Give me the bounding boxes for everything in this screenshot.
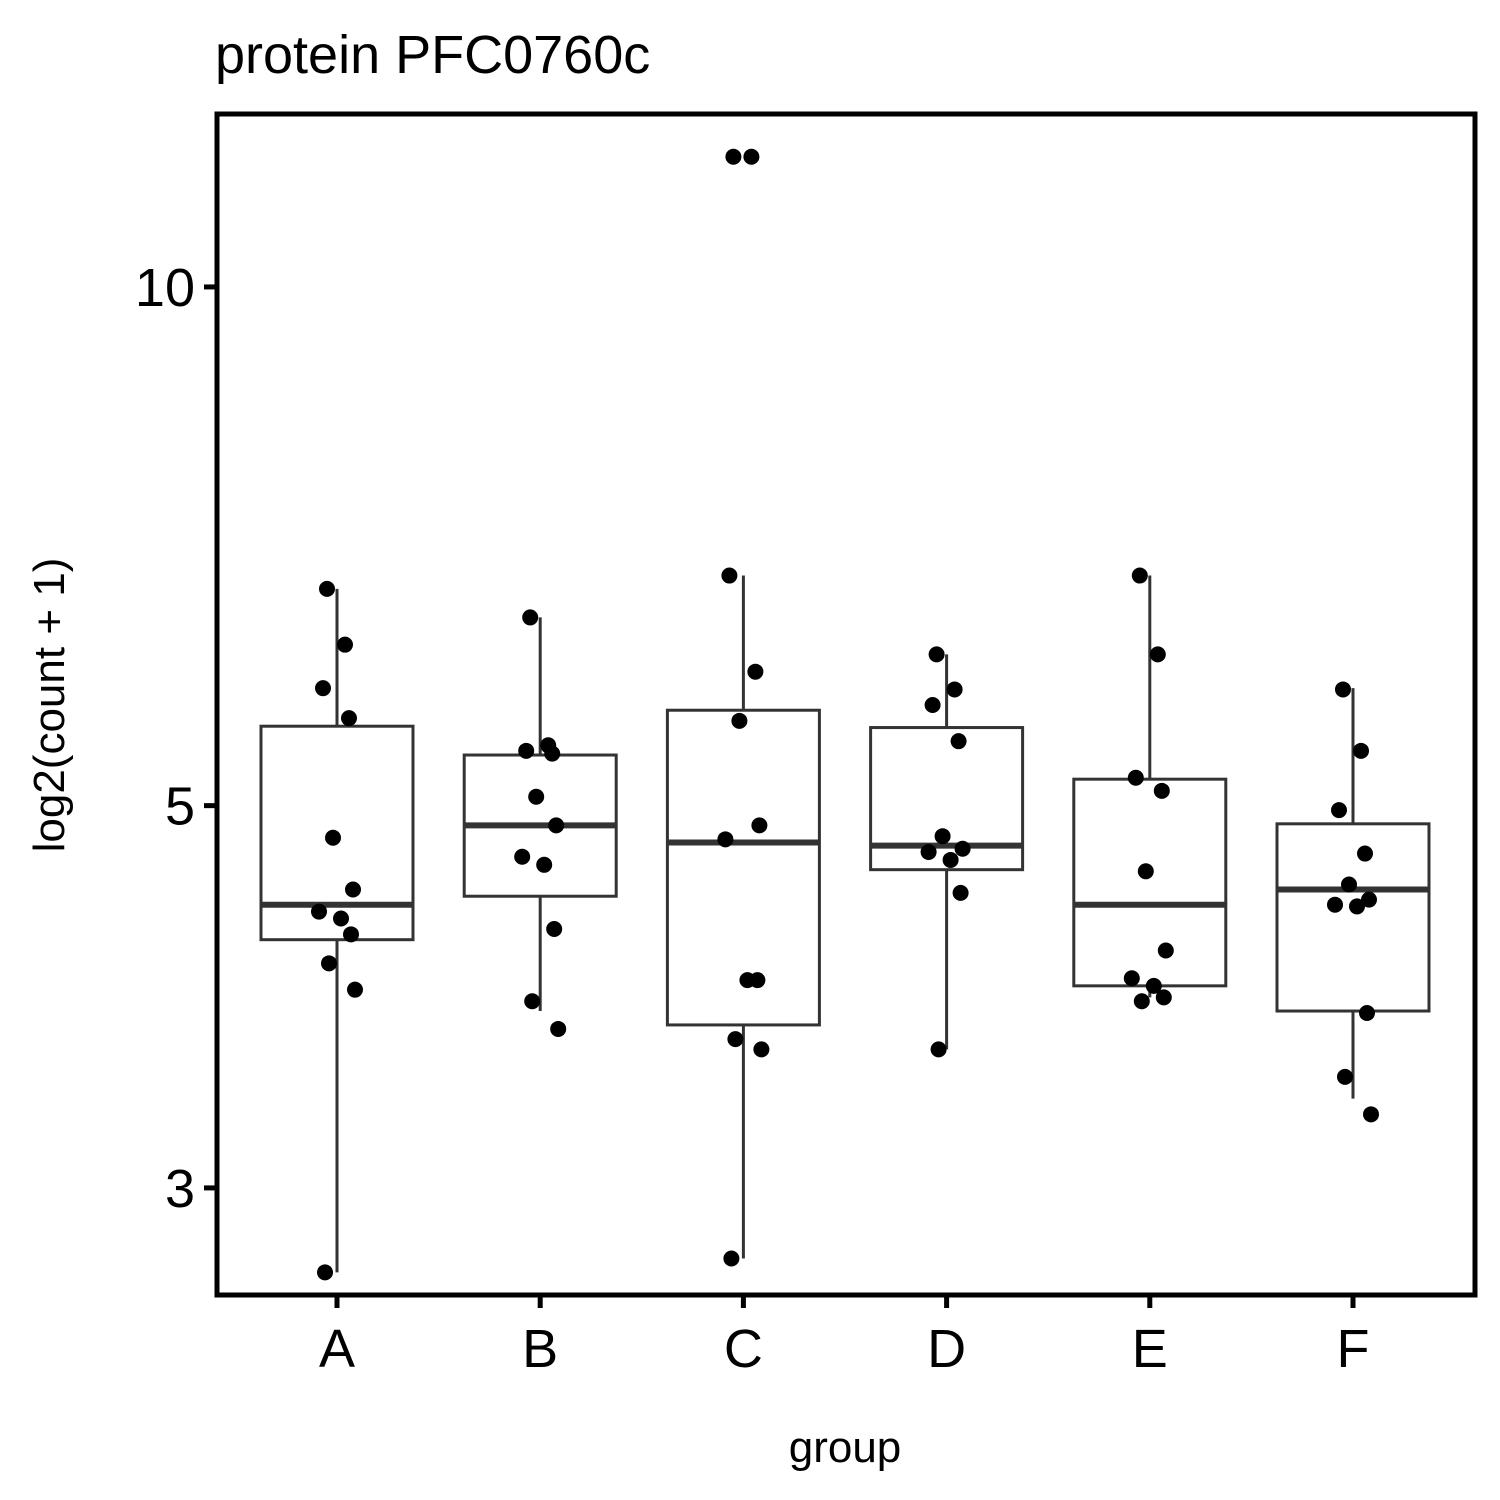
box-iqr: [665, 708, 821, 1027]
data-point: [942, 851, 959, 868]
data-point: [924, 696, 941, 713]
panel-border: [214, 111, 1478, 1298]
x-tick-label: A: [319, 1319, 355, 1379]
data-point: [1327, 896, 1343, 913]
data-point: [920, 843, 937, 860]
data-point: [347, 981, 363, 998]
data-point: [1337, 1068, 1353, 1085]
data-point: [522, 609, 539, 626]
data-point: [1149, 646, 1166, 663]
x-tick-label: E: [1132, 1319, 1168, 1379]
data-point: [1133, 993, 1150, 1010]
data-point: [743, 148, 760, 165]
data-point: [954, 840, 971, 857]
chart-title: protein PFC0760c: [215, 25, 650, 85]
box-group-f: [1275, 688, 1431, 1099]
data-point: [514, 848, 531, 865]
data-point: [544, 745, 561, 762]
data-point: [950, 733, 967, 750]
y-tick-label: 3: [165, 1159, 195, 1219]
plot-area: 3 5 10 A B C D E F: [135, 111, 1478, 1379]
data-point: [550, 1020, 567, 1037]
box-group-d: [869, 654, 1025, 1050]
data-point: [751, 817, 768, 834]
y-tick-label: 5: [165, 777, 195, 837]
data-point: [536, 856, 553, 873]
data-point: [753, 1041, 770, 1058]
data-point: [315, 680, 331, 697]
data-point: [317, 1264, 333, 1281]
y-tick-label: 10: [135, 258, 195, 318]
data-point: [321, 955, 337, 972]
data-point: [946, 681, 963, 698]
x-tick-label: B: [522, 1319, 558, 1379]
data-point: [727, 1031, 744, 1048]
data-point: [1357, 845, 1373, 862]
data-point: [1363, 1106, 1379, 1123]
data-point: [319, 580, 335, 597]
x-tick-label: C: [724, 1319, 763, 1379]
data-point: [930, 1041, 947, 1058]
data-point: [731, 712, 748, 729]
data-point: [325, 829, 341, 846]
x-axis-title: group: [789, 1423, 902, 1472]
data-point: [1335, 681, 1351, 698]
data-point: [934, 828, 951, 845]
data-point: [345, 881, 361, 898]
data-point: [1157, 942, 1174, 959]
data-point: [747, 663, 764, 680]
data-point: [518, 742, 535, 759]
data-point: [1331, 802, 1347, 819]
data-point: [723, 1250, 740, 1267]
data-point: [1155, 989, 1172, 1006]
data-point: [1353, 742, 1369, 759]
data-point: [1341, 876, 1357, 893]
x-tick-label: F: [1337, 1319, 1370, 1379]
data-point: [528, 788, 545, 805]
box-iqr: [1275, 822, 1431, 1013]
data-point: [1137, 863, 1154, 880]
data-point: [343, 926, 359, 943]
data-point: [1153, 782, 1170, 799]
data-point: [548, 817, 565, 834]
data-point: [1359, 1004, 1375, 1021]
data-point: [721, 567, 738, 584]
data-point: [1145, 977, 1162, 994]
x-tick-label: D: [927, 1319, 966, 1379]
box-group-b: [462, 617, 618, 1012]
data-point: [546, 921, 563, 938]
data-point: [1361, 891, 1377, 908]
data-point: [311, 903, 327, 920]
data-point: [928, 646, 945, 663]
data-point: [1127, 769, 1144, 786]
data-point: [749, 972, 766, 989]
data-point: [524, 993, 541, 1010]
data-point: [717, 831, 734, 848]
box-iqr: [1072, 777, 1228, 988]
data-point: [341, 710, 357, 727]
box-group-c: [665, 575, 821, 1259]
box-group-e: [1072, 575, 1228, 998]
box-group-a: [259, 588, 415, 1273]
data-point: [337, 636, 353, 653]
data-point: [725, 148, 742, 165]
data-point: [1349, 898, 1365, 915]
y-axis-title: log2(count + 1): [25, 558, 74, 853]
data-point: [952, 884, 969, 901]
data-point: [333, 910, 349, 927]
data-point: [1131, 567, 1148, 584]
data-point: [1123, 970, 1140, 987]
